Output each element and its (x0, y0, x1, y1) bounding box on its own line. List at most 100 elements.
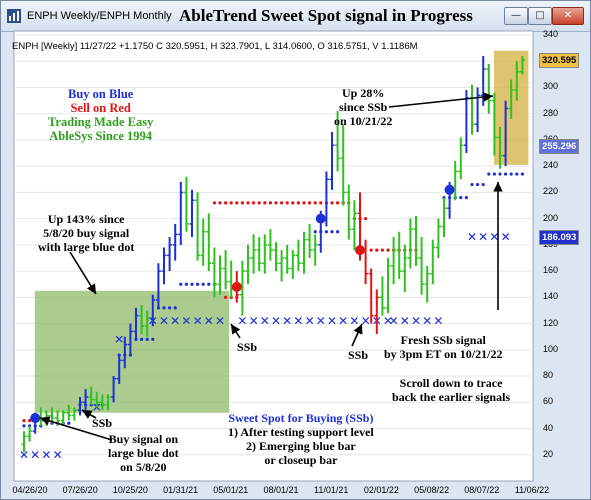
resistance-dot (22, 419, 26, 423)
title-bar[interactable]: ENPH Weekly/ENPH Monthly AbleTrend Sweet… (1, 1, 590, 32)
support-dot (336, 230, 340, 234)
x-marker: ✕ (249, 314, 259, 328)
resistance-dot (369, 248, 373, 252)
annotation-arrow (39, 416, 113, 441)
y-tick-label: 220 (543, 186, 559, 197)
y-tick-label: 140 (543, 291, 559, 302)
up143-line-3: with large blue dot (38, 240, 135, 254)
resistance-dot (263, 201, 267, 205)
signal-big-dot (315, 213, 326, 224)
x-marker: ✕ (170, 314, 180, 328)
x-tick-label: 01/31/21 (163, 485, 199, 495)
support-dot (313, 230, 317, 234)
resistance-dot (274, 201, 278, 205)
fresh-signal-line-2: by 3pm ET on 10/21/22 (384, 347, 503, 361)
sweet-spot-line-1: 1) After testing support level (228, 425, 374, 439)
x-marker: ✕ (53, 448, 63, 462)
resistance-dot (224, 201, 228, 205)
x-marker: ✕ (433, 314, 443, 328)
ohlc-info-line: ENPH [Weekly] 11/27/22 +1.1750 C 320.595… (12, 41, 418, 52)
slogan-trading-easy: Trading Made Easy (48, 115, 154, 129)
support-dot (196, 282, 200, 286)
resistance-dot (229, 201, 233, 205)
up143-line-1: Up 143% since (47, 212, 125, 226)
x-marker: ✕ (305, 314, 315, 328)
y-tick-label: 240 (543, 160, 559, 171)
support-dot (520, 172, 525, 176)
support-dot (190, 282, 194, 286)
y-tick-label: 160 (543, 265, 559, 276)
maximize-button[interactable]: □ (528, 7, 552, 25)
resistance-dot (386, 248, 390, 252)
annotation-arrow (388, 92, 494, 108)
support-dot (173, 306, 177, 310)
price-box: 255.296 (539, 139, 580, 155)
x-marker: ✕ (338, 314, 348, 328)
resistance-dot (380, 248, 384, 252)
resistance-dot (212, 201, 216, 205)
x-marker: ✕ (501, 230, 511, 244)
resistance-dot (280, 201, 284, 205)
fresh-signal-note: Fresh SSb signal by 3pm ET on 10/21/22 (384, 333, 502, 361)
x-tick-label: 08/07/22 (464, 485, 500, 495)
up143-line-2: 5/8/20 buy signal (43, 226, 130, 240)
x-tick-label: 05/08/22 (414, 485, 450, 495)
support-dot (470, 182, 474, 187)
x-marker: ✕ (383, 314, 393, 328)
support-dot (168, 306, 172, 310)
up28-line-2: since SSb (338, 100, 388, 114)
buy-signal-note: Buy signal on large blue dot on 5/8/20 (108, 432, 179, 474)
resistance-dot (252, 201, 256, 205)
annotation-arrow (230, 323, 241, 339)
up28-note: Up 28% since SSb on 10/21/22 (334, 86, 392, 128)
close-button[interactable]: ✕ (552, 7, 584, 25)
sweet-spot-line-2: 2) Emerging blue bar (246, 439, 356, 453)
x-tick-label: 02/01/22 (363, 485, 399, 495)
support-dot (22, 424, 26, 428)
up28-line-1: Up 28% (342, 86, 385, 100)
y-tick-label: 300 (543, 81, 559, 92)
x-marker: ✕ (400, 314, 410, 328)
x-marker: ✕ (260, 314, 270, 328)
y-tick-label: 40 (543, 422, 554, 433)
x-marker: ✕ (349, 314, 359, 328)
support-dot (464, 196, 468, 200)
x-marker: ✕ (19, 448, 29, 462)
chart-tab-label[interactable]: ENPH Weekly/ENPH Monthly (27, 10, 172, 22)
resistance-dot (291, 201, 295, 205)
x-marker: ✕ (41, 448, 51, 462)
resistance-dot (257, 201, 261, 205)
support-dot (140, 337, 144, 341)
x-marker: ✕ (282, 314, 292, 328)
resistance-dot (246, 201, 250, 205)
y-tick-label: 80 (543, 370, 554, 381)
fresh-signal-line-1: Fresh SSb signal (400, 333, 486, 347)
signal-big-dot (30, 413, 41, 424)
slogan-buy-on-blue: Buy on Blue (68, 87, 134, 101)
x-tick-label: 11/01/21 (314, 485, 349, 495)
window-title: AbleTrend Sweet Spot signal in Progress (179, 6, 473, 25)
x-marker: ✕ (204, 314, 214, 328)
y-tick-label: 20 (543, 448, 554, 459)
x-marker: ✕ (237, 314, 247, 328)
resistance-dot (296, 201, 300, 205)
buy-signal-line-3: on 5/8/20 (120, 460, 167, 474)
ssb-label-2021: SSb (237, 340, 258, 354)
support-dot (179, 282, 183, 286)
support-dot (324, 230, 328, 234)
x-marker: ✕ (389, 314, 399, 328)
support-dot (459, 196, 463, 200)
resistance-dot (330, 201, 334, 205)
up143-note: Up 143% since 5/8/20 buy signal with lar… (38, 212, 134, 254)
resistance-dot (240, 201, 244, 205)
y-tick-label: 340 (543, 29, 559, 39)
support-dot (67, 421, 71, 425)
minimize-button[interactable]: — (504, 7, 528, 25)
x-tick-label: 10/25/20 (112, 485, 148, 495)
resistance-dot (319, 201, 323, 205)
support-dot (515, 172, 519, 176)
support-dot (201, 282, 205, 286)
y-tick-label: 200 (543, 212, 559, 223)
resistance-dot (336, 201, 340, 205)
